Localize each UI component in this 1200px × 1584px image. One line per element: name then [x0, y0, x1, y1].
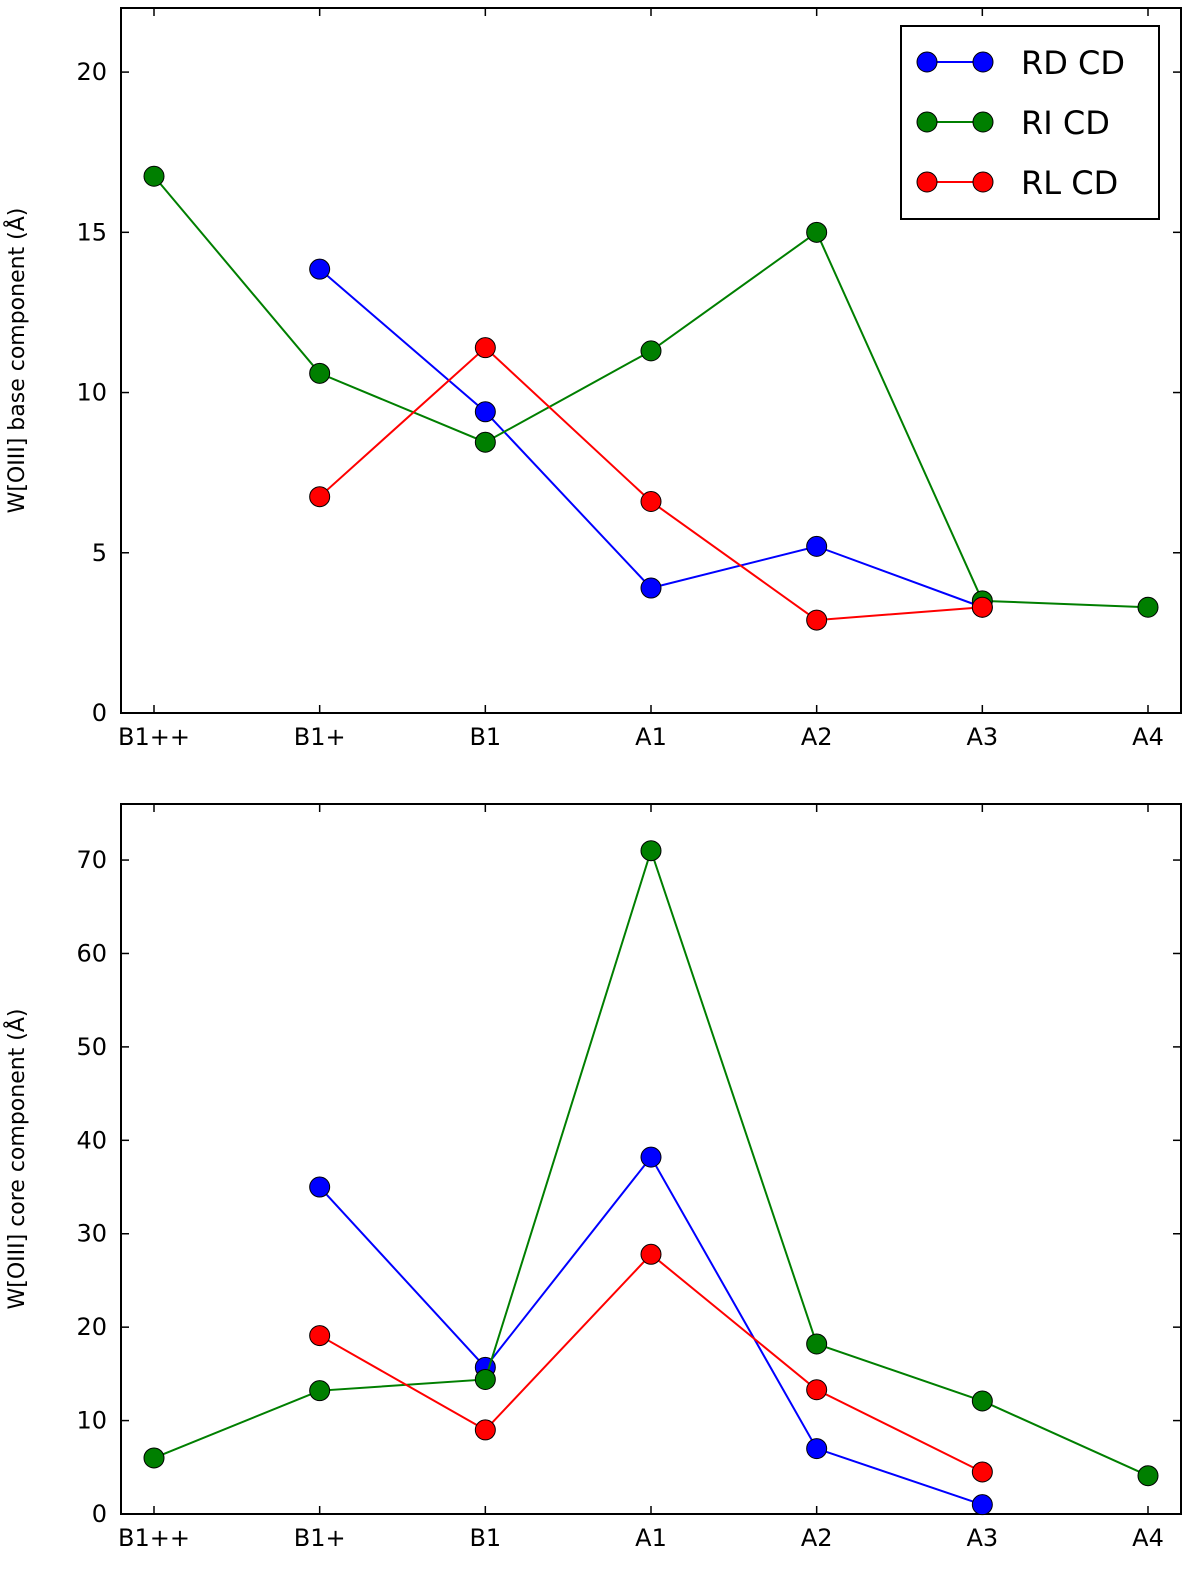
legend: RD CD RI CD RL CD [900, 25, 1160, 220]
x-tick-label: B1 [469, 1524, 501, 1552]
data-point-rd-cd [806, 535, 828, 557]
data-point-rd-cd [640, 577, 662, 599]
y-tick-label: 0 [92, 699, 107, 727]
legend-label: RI CD [1021, 104, 1110, 142]
y-axis-label: W[OIII] base component (Å) [3, 208, 30, 514]
data-point-ri-cd [1137, 1465, 1159, 1487]
data-point-ri-cd [309, 362, 331, 384]
legend-marker [972, 171, 994, 193]
data-point-ri-cd [474, 1368, 496, 1390]
data-point-ri-cd [143, 165, 165, 187]
data-point-ri-cd [309, 1380, 331, 1402]
series-line-ri-cd [153, 175, 1149, 609]
y-tick-label: 15 [76, 218, 107, 246]
data-point-ri-cd [806, 221, 828, 243]
data-point-rl-cd [971, 1461, 993, 1483]
legend-marker [972, 111, 994, 133]
bottom-panel-core-component: B1++ B1+ B1 A1 A2 A3 A4 0 10 20 30 40 50 60 70 W[OIII] … [3, 803, 1182, 1552]
data-point-rl-cd [309, 486, 331, 508]
legend-label: RL CD [1021, 164, 1118, 202]
y-tick-label: 10 [76, 379, 107, 407]
x-tick-label: B1+ [294, 723, 346, 751]
data-point-rd-cd [309, 258, 331, 280]
data-point-rd-cd [474, 401, 496, 423]
legend-marker [916, 171, 938, 193]
data-point-rd-cd [309, 1176, 331, 1198]
legend-marker [916, 51, 938, 73]
y-tick-label: 30 [76, 1220, 107, 1248]
data-point-rl-cd [474, 1419, 496, 1441]
y-tick-label: 20 [76, 58, 107, 86]
legend-marker [972, 51, 994, 73]
series-line-rl-cd [319, 1252, 983, 1473]
data-point-rl-cd [971, 596, 993, 618]
data-point-rd-cd [640, 1146, 662, 1168]
x-tick-label: B1 [469, 723, 501, 751]
x-tick-label: A3 [966, 723, 998, 751]
top-panel-base-component: B1++ B1+ B1 A1 A2 A3 A4 0 5 10 15 20 W[OIII] base co… [3, 7, 1182, 751]
y-tick-label: 70 [76, 846, 107, 874]
data-point-rd-cd [971, 1494, 993, 1516]
series-line-rd-cd [318, 1155, 983, 1506]
x-tick-label: A4 [1132, 723, 1164, 751]
y-tick-label: 10 [76, 1407, 107, 1435]
x-tick-label: B1++ [118, 723, 190, 751]
y-tick-label: 0 [92, 1500, 107, 1528]
x-tick-label: A1 [635, 1524, 667, 1552]
data-point-rl-cd [640, 1243, 662, 1265]
data-point-rl-cd [309, 1325, 331, 1347]
x-tick-label: A1 [635, 723, 667, 751]
legend-label: RD CD [1021, 44, 1125, 82]
data-point-rd-cd [806, 1438, 828, 1460]
data-point-rl-cd [806, 609, 828, 631]
x-tick-label: B1+ [294, 1524, 346, 1552]
data-point-ri-cd [143, 1447, 165, 1469]
data-point-rl-cd [640, 491, 662, 512]
x-tick-label: A3 [966, 1524, 998, 1552]
data-point-ri-cd [474, 431, 496, 453]
y-axis-label: W[OIII] core component (Å) [3, 1008, 30, 1309]
x-tick-label: A4 [1132, 1524, 1164, 1552]
x-tick-label: A2 [801, 1524, 833, 1552]
data-point-ri-cd [806, 1333, 828, 1355]
y-tick-label: 60 [76, 939, 107, 967]
legend-item-ri-cd: RI CD [916, 104, 1110, 142]
data-point-rl-cd [806, 1379, 828, 1401]
data-point-ri-cd [640, 840, 662, 862]
legend-item-rd-cd: RD CD [916, 44, 1125, 82]
data-point-ri-cd [640, 340, 662, 362]
y-tick-label: 50 [76, 1033, 107, 1061]
y-tick-label: 5 [92, 539, 107, 567]
data-point-ri-cd [1137, 596, 1159, 618]
y-tick-label: 20 [76, 1313, 107, 1341]
y-tick-label: 40 [76, 1126, 107, 1154]
data-point-rl-cd [474, 337, 496, 359]
legend-marker [916, 111, 938, 133]
x-tick-label: B1++ [118, 1524, 190, 1552]
series-line-rd-cd [319, 268, 983, 609]
data-point-ri-cd [971, 1390, 993, 1412]
legend-item-rl-cd: RL CD [916, 164, 1118, 202]
x-tick-label: A2 [801, 723, 833, 751]
